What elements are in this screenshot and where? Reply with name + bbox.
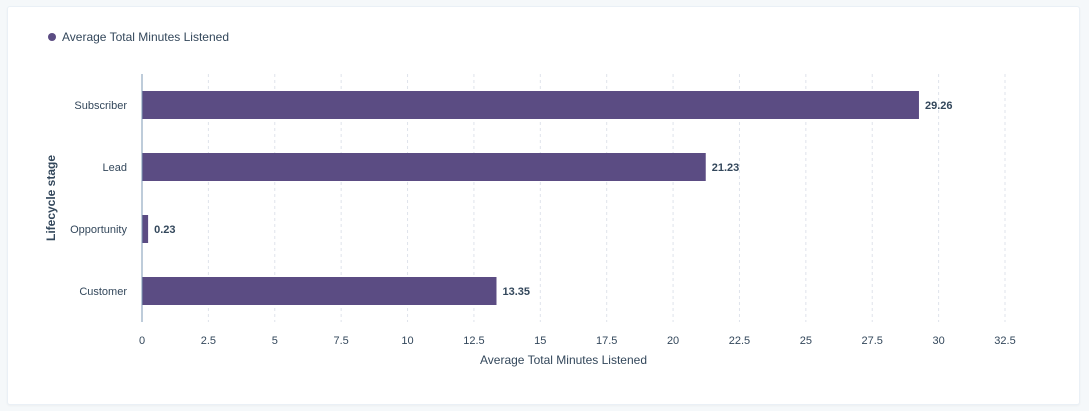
y-axis-title: Lifecycle stage <box>44 155 58 241</box>
bar-customer[interactable] <box>142 277 497 305</box>
x-tick-label: 7.5 <box>334 335 349 347</box>
x-tick-label: 0 <box>139 335 145 347</box>
legend-label: Average Total Minutes Listened <box>62 30 229 44</box>
y-category-label: Subscriber <box>74 100 127 112</box>
y-category-label: Lead <box>103 162 127 174</box>
data-label: 21.23 <box>712 162 740 174</box>
legend-marker <box>48 33 56 41</box>
x-tick-label: 5 <box>272 335 278 347</box>
bar-lead[interactable] <box>142 153 706 181</box>
y-category-label: Customer <box>79 286 127 298</box>
y-category-label: Opportunity <box>70 224 127 236</box>
data-label: 0.23 <box>154 224 175 236</box>
bars <box>142 91 919 305</box>
x-tick-label: 27.5 <box>862 335 883 347</box>
chart-legend[interactable]: Average Total Minutes Listened <box>48 30 229 44</box>
x-tick-label: 10 <box>401 335 413 347</box>
x-tick-label: 30 <box>932 335 944 347</box>
x-tick-label: 20 <box>667 335 679 347</box>
x-axis-title: Average Total Minutes Listened <box>480 353 647 367</box>
bar-opportunity[interactable] <box>142 215 149 243</box>
x-tick-label: 32.5 <box>994 335 1015 347</box>
x-tick-label: 12.5 <box>463 335 484 347</box>
bar-subscriber[interactable] <box>142 91 919 119</box>
x-tick-label: 22.5 <box>729 335 750 347</box>
chart-card <box>7 6 1080 405</box>
labels: 0 2.5 5 7.5 10 12.5 15 17.5 20 22.5 25 27.5 30 32.5 29… <box>44 100 1016 367</box>
x-tick-label: 15 <box>534 335 546 347</box>
data-label: 13.35 <box>502 286 530 298</box>
data-label: 29.26 <box>925 100 953 112</box>
x-tick-label: 2.5 <box>201 335 216 347</box>
x-tick-label: 17.5 <box>596 335 617 347</box>
x-tick-label: 25 <box>800 335 812 347</box>
